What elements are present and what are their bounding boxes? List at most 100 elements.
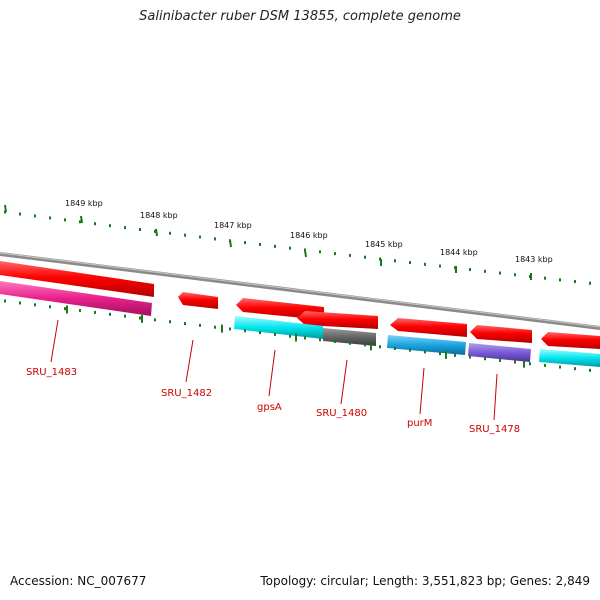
gc-dot xyxy=(289,334,291,338)
gene-label: purM xyxy=(407,418,432,429)
scale-tick-label: 1846 kbp xyxy=(290,231,328,240)
gc-dot xyxy=(589,281,591,285)
gc-dot xyxy=(304,336,306,340)
gc-dot xyxy=(304,248,306,252)
gc-dot xyxy=(289,246,291,250)
gc-dot xyxy=(574,280,576,284)
outer-gc-ticks xyxy=(4,210,591,285)
gc-dot xyxy=(529,362,531,366)
gc-dot xyxy=(259,331,261,335)
scale-tick-mark xyxy=(4,204,7,213)
forward-strand-genes xyxy=(0,261,600,349)
gc-dot xyxy=(274,332,276,336)
gene-label: SRU_1480 xyxy=(316,408,367,419)
gene-forward xyxy=(541,332,600,349)
callout-line xyxy=(419,367,425,415)
gc-dot xyxy=(409,348,411,352)
gc-dot xyxy=(424,350,426,354)
gene-reverse-gray xyxy=(323,328,376,346)
callout-line xyxy=(268,349,276,397)
gc-dot xyxy=(199,323,201,327)
gc-dot xyxy=(79,220,81,224)
gc-dot xyxy=(49,305,51,309)
gc-dot xyxy=(559,365,561,369)
gene-reverse-purple xyxy=(468,343,531,362)
gc-dot xyxy=(349,253,351,257)
gc-dot xyxy=(394,259,396,263)
genome-backbone-highlight xyxy=(0,252,600,328)
gc-dot xyxy=(19,212,21,216)
gene-label: SRU_1483 xyxy=(26,367,77,378)
scale-tick-mark xyxy=(229,239,232,248)
scale-ticks: 1849 kbp 1848 kbp 1847 kbp 1846 kbp 1845… xyxy=(4,199,553,280)
callout-line xyxy=(493,373,498,421)
gene-forward xyxy=(297,311,378,329)
scale-tick-mark xyxy=(304,249,307,258)
gene-forward xyxy=(470,325,532,343)
gc-dot xyxy=(124,314,126,318)
gc-dot xyxy=(484,357,486,361)
gc-dot xyxy=(439,352,441,356)
gene-forward xyxy=(178,292,218,309)
gc-dot xyxy=(214,237,216,241)
gc-dot xyxy=(334,340,336,344)
gc-dot xyxy=(139,316,141,320)
gc-dot xyxy=(64,218,66,222)
gene-label: SRU_1482 xyxy=(161,388,212,399)
gc-dot xyxy=(49,216,51,220)
scale-tick-mark xyxy=(155,228,158,237)
gc-dot xyxy=(424,262,426,266)
gc-dot xyxy=(109,224,111,228)
gene-forward xyxy=(390,318,467,337)
gc-dot xyxy=(319,338,321,342)
gc-dot xyxy=(154,318,156,322)
gc-dot xyxy=(544,363,546,367)
scale-tick-label: 1847 kbp xyxy=(214,221,252,230)
scale-tick-mark xyxy=(80,215,83,224)
gene-reverse-blue xyxy=(387,335,466,355)
scale-tick-label: 1848 kbp xyxy=(140,211,178,220)
gc-dot xyxy=(484,269,486,273)
map-title: Salinibacter ruber DSM 13855, complete g… xyxy=(139,9,461,24)
gene-labels: SRU_1483 SRU_1482 gpsA SRU_1480 purM SRU… xyxy=(26,367,520,435)
gc-dot xyxy=(364,343,366,347)
gc-dot xyxy=(454,353,456,357)
gene-reverse-magenta xyxy=(0,281,152,316)
reverse-strand-genes xyxy=(0,281,600,367)
gene-forward xyxy=(0,261,154,297)
gc-dot xyxy=(109,312,111,316)
gc-dot xyxy=(349,341,351,345)
gc-dot xyxy=(409,261,411,265)
gc-dot xyxy=(334,252,336,256)
gc-dot xyxy=(214,325,216,329)
scale-tick-label: 1849 kbp xyxy=(65,199,103,208)
gc-dot xyxy=(64,307,66,311)
gc-dot xyxy=(184,322,186,326)
scale-tick-label: 1843 kbp xyxy=(515,255,553,264)
gc-dot xyxy=(94,310,96,314)
gene-reverse-cyan xyxy=(539,349,600,367)
gc-dot xyxy=(19,301,21,305)
gc-dot xyxy=(154,229,156,233)
gc-dot xyxy=(259,242,261,246)
gc-dot xyxy=(79,309,81,313)
gc-dot xyxy=(499,358,501,362)
callout-line xyxy=(340,359,348,405)
gc-dot xyxy=(514,360,516,364)
callout-line xyxy=(185,339,194,383)
gc-dot xyxy=(274,244,276,248)
topology-text: Topology: circular; Length: 3,551,823 bp… xyxy=(260,574,590,588)
gc-dot xyxy=(514,273,516,277)
gc-dot xyxy=(559,278,561,282)
gc-dot xyxy=(499,271,501,275)
gc-dot xyxy=(394,346,396,350)
gene-label: SRU_1478 xyxy=(469,424,520,435)
gc-dot xyxy=(589,368,591,372)
gc-dot xyxy=(469,355,471,359)
gc-dot xyxy=(319,250,321,254)
gc-dot xyxy=(229,327,231,331)
gene-label: gpsA xyxy=(257,402,282,413)
gc-dot xyxy=(94,222,96,226)
callout-line xyxy=(50,319,59,363)
scale-tick-label: 1844 kbp xyxy=(440,248,478,257)
